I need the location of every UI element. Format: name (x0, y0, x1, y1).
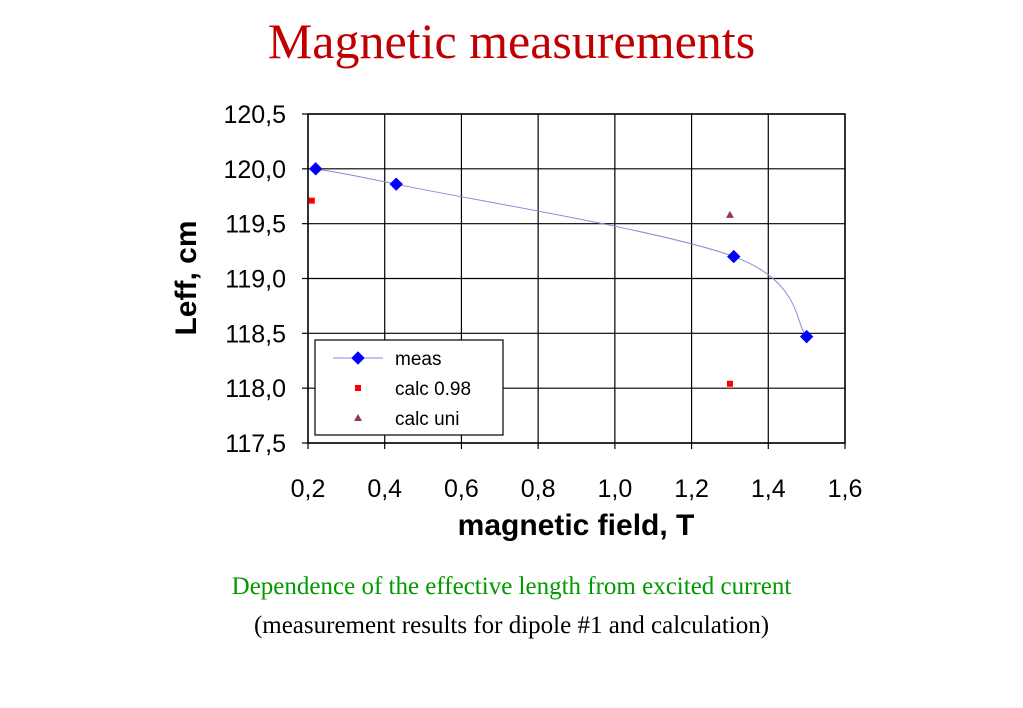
page-title: Magnetic measurements (267, 13, 756, 69)
x-tick-label: 1,0 (597, 475, 632, 503)
x-tick-label: 0,2 (291, 475, 326, 503)
plot-area (307, 113, 846, 444)
data-point (726, 380, 733, 387)
legend-item: calc uni (354, 409, 459, 430)
chart-tick-labels: 120,5 120,0 119,5 119,0 118,5 118,0 117,50,2 0,… (223, 101, 862, 503)
legend-label: calc 0.98 (395, 379, 471, 400)
legend-marker (354, 414, 362, 421)
data-point (308, 197, 315, 204)
series-1 (308, 197, 733, 387)
y-tick-label: 118,0 (225, 375, 286, 403)
x-axis-label: magnetic field, T (458, 509, 695, 542)
series-0 (308, 162, 814, 344)
caption-line-2: (measurement results for dipole #1 and c… (253, 612, 770, 639)
y-tick-label: 119,5 (225, 211, 286, 239)
data-point (799, 329, 814, 344)
chart-series (308, 162, 814, 387)
series-2 (725, 210, 734, 218)
legend-marker (351, 351, 365, 365)
legend-box (314, 339, 504, 436)
data-point (389, 177, 403, 191)
x-tick-label: 1,4 (751, 475, 786, 503)
x-tick-label: 0,4 (367, 475, 402, 503)
legend-item: calc 0.98 (355, 379, 471, 400)
y-tick-label: 118,5 (225, 320, 286, 348)
legend-marker (355, 385, 361, 391)
legend-item: meas (333, 349, 441, 370)
data-point (727, 249, 741, 264)
legend-label: meas (395, 349, 441, 370)
caption-line-1: Dependence of the effective length from … (231, 573, 792, 600)
x-tick-label: 0,8 (521, 475, 556, 503)
y-tick-label: 119,0 (225, 266, 286, 294)
chart-legend: meas calc 0.98 calc uni (314, 339, 504, 436)
y-tick-label: 120,5 (223, 101, 286, 129)
x-tick-label: 1,2 (674, 475, 709, 503)
y-axis-label: Leff, cm (170, 220, 203, 335)
data-point (308, 162, 323, 176)
data-point (725, 210, 734, 218)
legend-label: calc uni (395, 409, 459, 430)
y-tick-label: 120,0 (223, 156, 286, 184)
x-tick-label: 0,6 (444, 475, 479, 503)
y-tick-label: 117,5 (225, 430, 286, 458)
x-tick-label: 1,6 (828, 475, 863, 503)
series-line (315, 168, 808, 337)
chart-axes (302, 113, 846, 449)
